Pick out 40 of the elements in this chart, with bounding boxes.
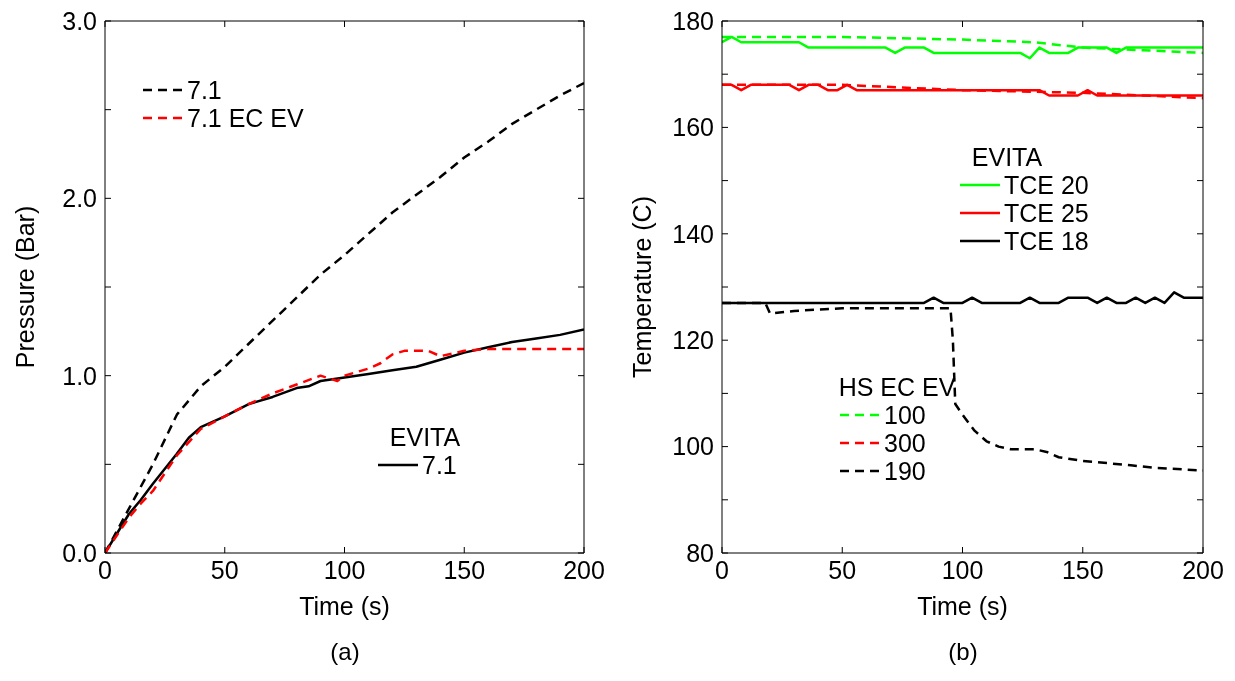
legend-label: 7.1 [422,451,457,479]
annotation: HS EC EV [837,373,957,401]
y-tick-label: 0.0 [62,538,97,567]
x-axis-title: Time (s) [299,592,390,620]
y-tick-label: 120 [672,326,714,355]
text: (b) [947,638,979,666]
x-tick-label: 100 [323,555,366,584]
legend-title: EVITA [970,143,1044,171]
y-tick-label: 80 [686,538,714,567]
x-tick-label: 200 [563,555,605,584]
x-tick-label: 150 [443,555,486,584]
y-tick-label: 180 [672,6,714,35]
line-series [722,35,1203,60]
legend-label: 100 [884,401,926,429]
y-tick-label: 140 [672,219,714,248]
legend-label: TCE 25 [1004,199,1089,227]
legend-label: 7.1 [187,76,222,104]
legend-label: 300 [884,429,926,457]
legend-label: TCE 20 [1004,171,1089,199]
text: (a) [329,638,361,666]
x-tick-label: 0 [715,555,729,584]
x-tick-label: 0 [98,555,112,584]
legend-label: TCE 18 [1004,227,1089,255]
line-series [722,35,1203,55]
x-axis-title: Time (s) [917,592,1008,620]
legend-label: 7.1 EC EV [187,104,304,132]
x-tick-label: 200 [1182,555,1224,584]
x-tick-label: 100 [941,555,984,584]
x-tick-label: 150 [1061,555,1104,584]
y-tick-label: 2.0 [62,184,97,213]
y-tick-label: 1.0 [62,361,97,390]
legend-title: EVITA [388,423,462,451]
x-tick-label: 50 [210,555,239,584]
y-tick-label: 100 [672,432,714,461]
legend-label: 190 [884,457,926,485]
y-tick-label: 160 [672,113,714,142]
y-axis-title: Pressure (Bar) [10,205,39,369]
y-axis-title: Temperature (C) [627,196,656,378]
y-tick-label: 3.0 [62,6,97,35]
x-tick-label: 50 [828,555,857,584]
